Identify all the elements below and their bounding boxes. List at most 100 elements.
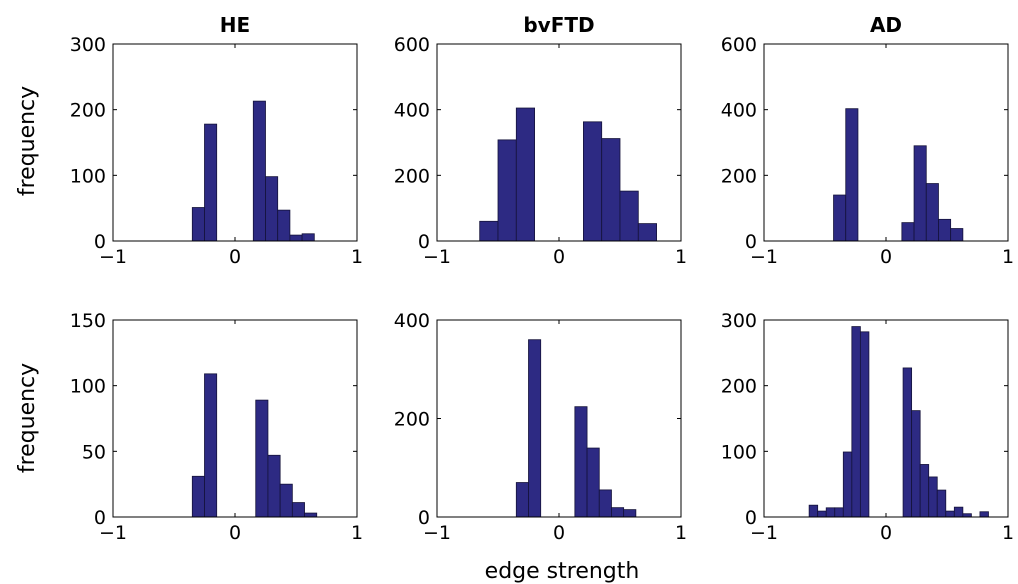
histogram-bar bbox=[619, 190, 639, 242]
y-tick-label: 400 bbox=[394, 100, 430, 122]
x-tick-label: −1 bbox=[423, 522, 451, 544]
x-tick-label: −1 bbox=[423, 246, 451, 268]
histogram-bar bbox=[851, 326, 861, 518]
histogram-bar bbox=[842, 451, 853, 518]
x-tick-label: −1 bbox=[99, 522, 127, 544]
histogram-bar bbox=[979, 511, 989, 518]
y-tick-label: 0 bbox=[418, 231, 430, 253]
histogram-bar bbox=[611, 507, 625, 518]
histogram-bar bbox=[528, 339, 542, 518]
x-tick-label: 1 bbox=[351, 246, 363, 268]
y-tick-label: 400 bbox=[394, 310, 430, 332]
histogram-bar bbox=[945, 510, 955, 518]
x-tick-label: 0 bbox=[553, 246, 565, 268]
histogram-bar bbox=[267, 454, 281, 518]
x-tick-label: 1 bbox=[675, 246, 687, 268]
y-tick-label: 300 bbox=[721, 310, 757, 332]
plot-frame bbox=[763, 43, 1009, 242]
plot-frame bbox=[763, 319, 1009, 518]
histogram-bar bbox=[950, 228, 964, 242]
histogram-bar bbox=[277, 209, 291, 242]
y-tick-label: 100 bbox=[70, 165, 106, 187]
histogram-bar bbox=[252, 100, 266, 242]
histogram-bar bbox=[901, 222, 915, 242]
x-tick-label: 0 bbox=[553, 522, 565, 544]
x-tick-label: 0 bbox=[880, 522, 892, 544]
histogram-bar bbox=[515, 482, 529, 518]
y-tick-label: 0 bbox=[418, 507, 430, 529]
x-tick-label: 0 bbox=[229, 522, 241, 544]
y-tick-label: 0 bbox=[94, 507, 106, 529]
histogram-bar bbox=[808, 504, 819, 518]
histogram-bar bbox=[845, 108, 859, 242]
histogram-bar bbox=[936, 489, 947, 518]
x-tick-label: 1 bbox=[1002, 522, 1014, 544]
plot-frame bbox=[112, 43, 358, 242]
histogram-bar bbox=[834, 507, 844, 518]
histogram-bar bbox=[191, 207, 205, 242]
panel-title: bvFTD bbox=[523, 13, 594, 37]
x-tick-label: −1 bbox=[99, 246, 127, 268]
x-axis-label: edge strength bbox=[485, 559, 640, 584]
y-tick-label: 100 bbox=[70, 376, 106, 398]
y-tick-label: 200 bbox=[394, 165, 430, 187]
y-tick-label: 200 bbox=[721, 165, 757, 187]
y-tick-label: 400 bbox=[721, 100, 757, 122]
histogram-bar bbox=[833, 194, 847, 242]
y-tick-label: 200 bbox=[394, 409, 430, 431]
histogram-bar bbox=[289, 234, 303, 242]
y-tick-label: 100 bbox=[721, 441, 757, 463]
panel-title: AD bbox=[870, 13, 902, 37]
x-tick-label: 1 bbox=[675, 522, 687, 544]
plot-frame bbox=[436, 43, 682, 242]
histogram-bar bbox=[191, 475, 205, 518]
y-tick-label: 600 bbox=[394, 34, 430, 56]
y-axis-label-top: frequency bbox=[15, 86, 40, 196]
histogram-bar bbox=[497, 139, 517, 242]
histogram-bar bbox=[825, 507, 836, 518]
y-tick-label: 600 bbox=[721, 34, 757, 56]
y-tick-label: 300 bbox=[70, 34, 106, 56]
histogram-bar bbox=[911, 410, 921, 518]
histogram-bar bbox=[817, 510, 827, 518]
histogram-bar bbox=[204, 123, 218, 242]
histogram-bar bbox=[953, 506, 964, 518]
y-tick-label: 0 bbox=[745, 507, 757, 529]
histogram-bar bbox=[938, 218, 952, 242]
histogram-bar bbox=[574, 406, 588, 518]
histogram-bar bbox=[913, 145, 927, 242]
y-axis-label-bottom: frequency bbox=[15, 363, 40, 473]
x-tick-label: −1 bbox=[750, 246, 778, 268]
x-tick-label: −1 bbox=[750, 522, 778, 544]
histogram-bar bbox=[598, 489, 612, 518]
histogram-bar bbox=[902, 367, 913, 518]
histogram-bar bbox=[515, 107, 535, 242]
histogram-bar bbox=[204, 373, 218, 518]
histogram-bar bbox=[479, 220, 499, 242]
histogram-bar bbox=[304, 512, 318, 518]
histogram-bar bbox=[919, 464, 930, 518]
y-tick-label: 200 bbox=[70, 100, 106, 122]
plot-frame bbox=[436, 319, 682, 518]
x-tick-label: 0 bbox=[229, 246, 241, 268]
histogram-bar bbox=[925, 183, 939, 242]
histogram-bar bbox=[601, 138, 621, 242]
histogram-bar bbox=[859, 331, 870, 518]
y-tick-label: 0 bbox=[745, 231, 757, 253]
y-tick-label: 50 bbox=[82, 441, 106, 463]
histogram-bar bbox=[623, 509, 637, 518]
y-tick-label: 0 bbox=[94, 231, 106, 253]
x-tick-label: 0 bbox=[880, 246, 892, 268]
histogram-bar bbox=[586, 447, 600, 518]
histogram-bar bbox=[928, 476, 938, 518]
y-tick-label: 150 bbox=[70, 310, 106, 332]
plot-frame bbox=[112, 319, 358, 518]
x-tick-label: 1 bbox=[1002, 246, 1014, 268]
